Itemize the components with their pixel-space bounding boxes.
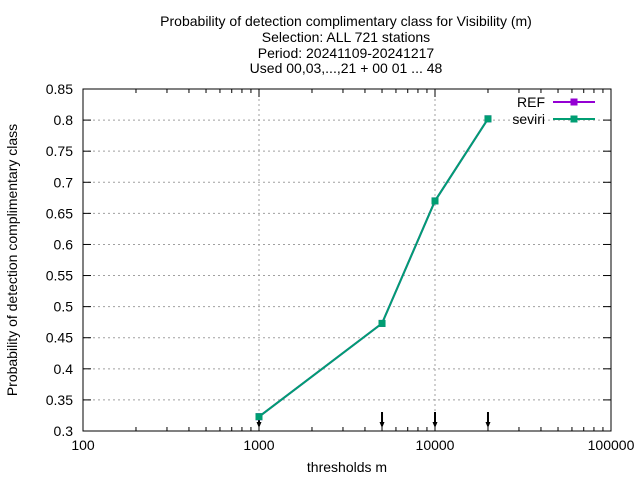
threshold-arrow-head (256, 422, 262, 428)
y-tick-label: 0.55 (46, 268, 73, 284)
y-axis-label: Probability of detection complimentary c… (4, 124, 20, 396)
y-tick-label: 0.3 (54, 423, 74, 439)
chart-title: Probability of detection complimentary c… (160, 13, 532, 76)
y-tick-label: 0.6 (54, 236, 74, 252)
title-line-1: Probability of detection complimentary c… (160, 13, 532, 29)
x-tick-label: 10000 (416, 437, 455, 453)
legend-marker (570, 98, 578, 106)
data-point (255, 413, 263, 421)
y-tick-label: 0.65 (46, 205, 73, 221)
threshold-arrow-head (379, 422, 385, 428)
y-tick-label: 0.75 (46, 143, 73, 159)
x-axis: 100 1000 10000 100000 (71, 89, 635, 453)
y-tick-label: 0.5 (54, 299, 74, 315)
legend-marker (570, 115, 578, 123)
y-tick-label: 0.4 (54, 361, 74, 377)
series-seviri (255, 115, 492, 421)
data-point (484, 115, 492, 123)
threshold-arrow-head (485, 422, 491, 428)
y-tick-label: 0.35 (46, 392, 73, 408)
series-line (258, 118, 489, 418)
data-point (431, 197, 439, 205)
legend-label: seviri (512, 111, 545, 127)
y-tick-label: 0.8 (54, 112, 74, 128)
plot-frame (82, 88, 612, 432)
series-ref (255, 115, 492, 421)
threshold-markers (256, 412, 491, 428)
y-tick-label: 0.45 (46, 330, 73, 346)
title-line-4: Used 00,03,...,21 + 00 01 ... 48 (250, 60, 443, 76)
x-tick-label: 100 (71, 437, 95, 453)
title-line-2: Selection: ALL 721 stations (262, 29, 430, 45)
series-group (255, 115, 492, 421)
title-line-3: Period: 20241109-20241217 (258, 45, 435, 61)
y-tick-label: 0.85 (46, 81, 73, 97)
x-tick-label: 1000 (243, 437, 274, 453)
threshold-arrow-head (432, 422, 438, 428)
y-tick-label: 0.7 (54, 174, 74, 190)
legend-label: REF (517, 94, 545, 110)
data-point (378, 319, 386, 327)
x-axis-label: thresholds m (307, 459, 387, 475)
grid (83, 89, 611, 431)
series-line (258, 118, 489, 418)
x-tick-label: 100000 (588, 437, 635, 453)
y-axis: 0.3 0.35 0.4 0.45 0.5 0.55 0.6 0.65 0.7 0.75 0.8 0.… (46, 81, 611, 439)
